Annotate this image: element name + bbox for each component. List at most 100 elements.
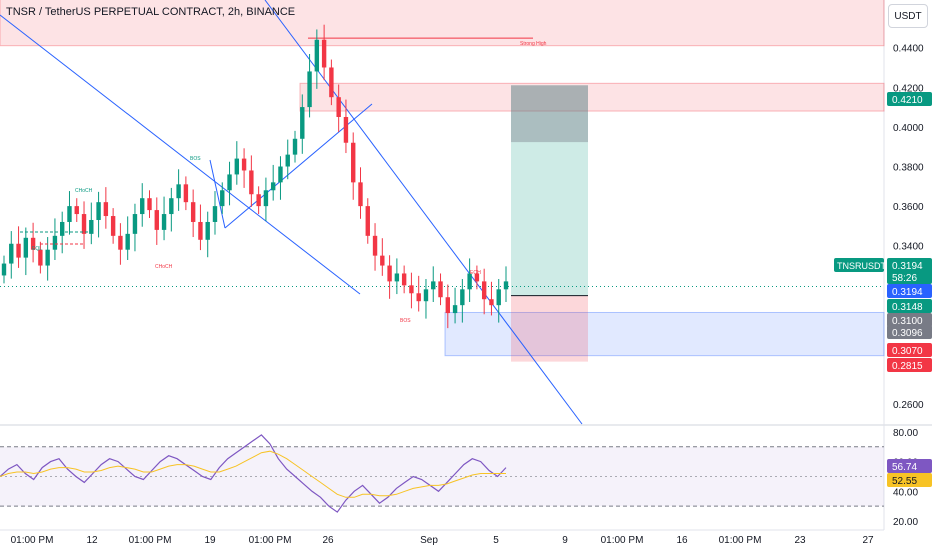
price-tag-label: 0.3070 [892, 346, 923, 357]
candle-body [190, 202, 196, 222]
rsi-series-line [0, 434, 507, 513]
annotation-label: CHoCH [75, 188, 93, 194]
candle-body [300, 107, 305, 139]
candle-body [118, 235, 123, 250]
candle-body [372, 235, 378, 256]
annotation-label: CHoCH [155, 264, 173, 270]
candle-body [409, 285, 414, 294]
candle-body [336, 97, 341, 117]
rsi-series-line [0, 450, 506, 498]
price-tag-box [887, 313, 932, 327]
candle-body [67, 206, 72, 222]
candle-body [423, 289, 429, 302]
candle-body [52, 235, 58, 250]
candle-body [416, 293, 421, 302]
trendline-3 [209, 159, 226, 229]
time-axis-label: 23 [794, 535, 806, 546]
candle-body [220, 190, 225, 207]
price-tag-box [887, 299, 932, 313]
annotation-label: BOS [190, 156, 201, 162]
time-axis-label: 19 [204, 535, 216, 546]
price-tag-box [887, 343, 932, 357]
time-axis-label: 01:00 PM [719, 535, 762, 546]
rsi-value-label: 56.74 [892, 462, 917, 473]
candle-body [169, 198, 174, 215]
annotation-label: Strong High [520, 41, 547, 47]
supply-zone-mid [299, 82, 885, 112]
time-axis-label: 01:00 PM [249, 535, 292, 546]
candle-body [314, 39, 320, 72]
rsi-axis-label: 40.00 [893, 487, 918, 498]
time-axis-label: 01:00 PM [11, 535, 54, 546]
candle-body [365, 206, 370, 236]
time-axis-label: 01:00 PM [129, 535, 172, 546]
price-axis-label: 0.4400 [893, 44, 924, 55]
candle-body [474, 273, 480, 282]
time-axis-label: 5 [493, 535, 499, 546]
time-axis-label: 01:00 PM [601, 535, 644, 546]
candle-body [227, 174, 232, 191]
candle-body [431, 281, 436, 290]
candle-body [387, 265, 392, 282]
chart-title: TNSR / TetherUS PERPETUAL CONTRACT, 2h, … [6, 6, 296, 18]
candle-body [489, 299, 494, 306]
candle-body [205, 221, 210, 240]
candle-body [438, 281, 443, 298]
price-tag-box [887, 358, 932, 372]
price-axis-label: 0.4000 [893, 123, 924, 134]
candle-body [60, 221, 65, 236]
candle-body [125, 233, 130, 250]
price-tag-label: 0.2815 [892, 361, 923, 372]
candle-body [270, 182, 276, 191]
demand-zone [444, 311, 885, 357]
rsi-value-tag [887, 473, 932, 487]
annotation-label: EQL [32, 246, 42, 252]
price-axis-label: 0.3600 [893, 202, 924, 213]
trendline-0 [0, 14, 361, 295]
rsi-value-tag [887, 459, 932, 473]
candle-body [263, 190, 269, 207]
candle-body [401, 273, 407, 286]
candle-body [140, 198, 145, 215]
candle-body [30, 237, 36, 250]
price-axis-label: 0.4200 [893, 83, 924, 94]
candle-body [89, 219, 94, 234]
time-axis-label: 9 [562, 535, 568, 546]
candle-body [343, 116, 349, 143]
candle-body [307, 71, 312, 108]
candle-body [147, 198, 152, 211]
candle-body [241, 158, 247, 171]
candle-body [292, 138, 298, 155]
candle-body [256, 194, 261, 207]
candle-body [460, 289, 465, 306]
current-price-label: 0.3194 [892, 261, 923, 272]
annotation-label: BOS [400, 318, 411, 324]
candle-body [74, 206, 79, 215]
candle-body [110, 216, 116, 236]
candle-body [503, 281, 509, 290]
annotation-label: EQH [470, 270, 481, 276]
candle-body [329, 67, 334, 98]
candle-body [176, 184, 181, 199]
candle-body [249, 170, 254, 195]
candle-body [496, 289, 501, 306]
candle-body [16, 243, 21, 258]
candle-body [38, 249, 43, 266]
candle-body [161, 214, 167, 230]
time-axis-label: Sep [420, 535, 438, 546]
candle-body [212, 206, 218, 222]
price-tag-box [887, 284, 932, 298]
price-tag-box [887, 92, 932, 106]
currency-selector[interactable]: USDT [888, 4, 928, 28]
price-tag-label: 0.3100 [892, 316, 923, 327]
position-profit-area [511, 85, 588, 296]
candle-body [351, 142, 356, 183]
candle-body [467, 273, 472, 290]
candle-body [285, 154, 290, 167]
price-tag-box [887, 325, 932, 339]
candle-body [278, 166, 283, 183]
candle-body [452, 305, 458, 314]
rsi-axis-label: 20.00 [893, 517, 918, 528]
candle-body [321, 39, 327, 68]
